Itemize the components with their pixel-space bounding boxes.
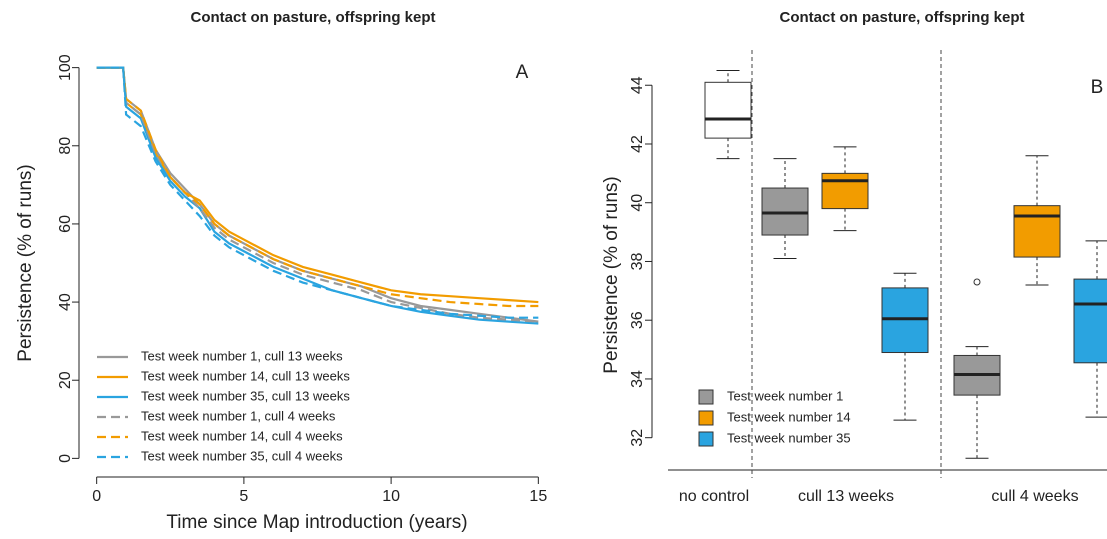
- series-line: [96, 66, 539, 319]
- y-tick-label: 40: [629, 194, 646, 212]
- y-tick-label: 80: [57, 137, 74, 155]
- legend-label: Test week number 35: [727, 430, 851, 445]
- y-tick-label: 42: [629, 135, 646, 153]
- x-axis-label: Time since Map introduction (years): [166, 512, 467, 533]
- y-tick-label: 60: [57, 215, 74, 233]
- x-tick-label: 5: [239, 488, 248, 505]
- series-line: [96, 66, 539, 304]
- chart-title: Contact on pasture, offspring kept: [190, 9, 435, 26]
- panel-label: B: [1091, 77, 1104, 98]
- y-tick-label: 38: [629, 252, 646, 270]
- legend-label: Test week number 1, cull 13 weeks: [141, 348, 343, 363]
- y-tick-label: 0: [57, 454, 74, 463]
- y-tick-label: 44: [629, 76, 646, 94]
- x-tick-label: 15: [529, 488, 547, 505]
- legend-swatch: [698, 410, 714, 426]
- legend-swatch: [698, 389, 714, 405]
- series-line: [96, 66, 539, 325]
- legend-swatch: [698, 431, 714, 447]
- panel-label: A: [516, 62, 529, 83]
- outlier: [973, 278, 981, 286]
- series-line: [96, 66, 539, 308]
- y-tick-label: 34: [629, 370, 646, 388]
- y-tick-label: 40: [57, 293, 74, 311]
- legend-label: Test week number 14, cull 4 weeks: [141, 428, 343, 443]
- box: [1013, 205, 1061, 258]
- box: [821, 172, 869, 210]
- x-tick-label: 10: [382, 488, 400, 505]
- x-tick-label: no control: [679, 488, 749, 505]
- legend-label: Test week number 14: [727, 409, 851, 424]
- box: [1073, 278, 1107, 364]
- legend-label: Test week number 35, cull 13 weeks: [141, 388, 350, 403]
- x-tick-label: cull 13 weeks: [798, 488, 894, 505]
- y-axis-label: Persistence (% of runs): [15, 164, 36, 361]
- y-axis-label: Persistence (% of runs): [601, 176, 622, 373]
- chart-title: Contact on pasture, offspring kept: [779, 9, 1024, 26]
- legend-label: Test week number 14, cull 13 weeks: [141, 368, 350, 383]
- box: [704, 81, 752, 139]
- legend-label: Test week number 1, cull 4 weeks: [141, 408, 336, 423]
- x-tick-label: 0: [92, 488, 101, 505]
- series-line: [96, 66, 539, 323]
- y-tick-label: 100: [57, 54, 74, 81]
- y-tick-label: 36: [629, 311, 646, 329]
- legend-label: Test week number 35, cull 4 weeks: [141, 448, 343, 463]
- y-tick-label: 20: [57, 371, 74, 389]
- legend-label: Test week number 1: [727, 388, 843, 403]
- x-tick-label: cull 4 weeks: [991, 488, 1078, 505]
- y-tick-label: 32: [629, 429, 646, 447]
